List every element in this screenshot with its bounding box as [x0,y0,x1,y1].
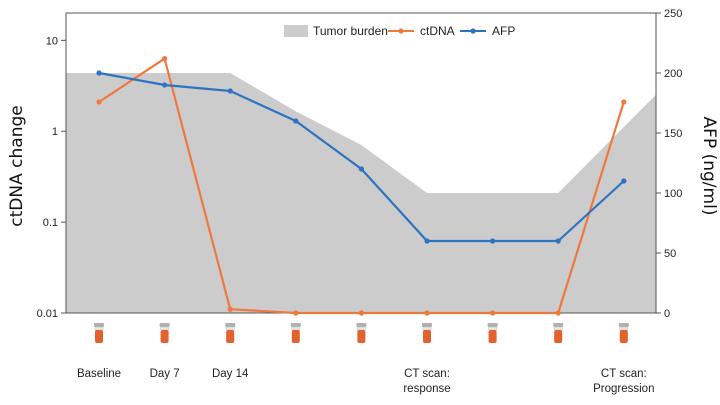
tube-neck [553,326,563,331]
sample-tube-icon [94,323,104,343]
legend-label-afp: AFP [492,24,515,38]
sample-tube-icon [225,323,236,343]
left-axis: 0.01 0.1 1 10 [37,35,66,320]
tube-body [554,330,563,343]
tube-cap [356,323,367,327]
tube-cap [290,323,301,327]
tumor-burden-area [66,73,656,313]
y-left-tick-label: 10 [46,35,58,47]
x-category-label: Day 14 [212,368,249,380]
tube-neck [488,326,497,331]
tube-cap [422,323,432,327]
ctdna-point [162,55,168,62]
tube-body [291,330,300,343]
afp-point [621,178,627,184]
ctdna-point [621,99,627,105]
legend: Tumor burden ctDNA AFP [284,24,515,38]
y-left-tick-label: 0.01 [37,308,58,320]
sample-tube-icon [356,323,367,343]
tube-body [160,330,169,343]
x-category-label: CT scan: [404,368,450,380]
tube-cap [487,323,498,327]
tube-body [226,330,235,343]
tube-neck [619,326,629,331]
y-axis-left-title: ctDNA change [7,105,27,226]
ctdna-point [490,310,496,316]
y-right-tick-label: 100 [664,188,682,200]
tube-body [95,330,103,343]
ctdna-point [358,310,364,316]
afp-point [293,118,299,124]
y-left-tick-label: 1 [52,126,58,138]
legend-swatch-tumor-burden [284,25,308,37]
afp-point [96,70,102,76]
legend-label-tumor-burden: Tumor burden [313,24,388,38]
x-category-label: Baseline [77,368,121,380]
ctdna-point [424,310,430,316]
tube-body [423,330,431,343]
y-right-tick-label: 50 [664,248,676,260]
tube-body [619,330,628,343]
tube-cap [159,323,170,327]
afp-point [358,166,364,172]
x-category-label: Progression [593,383,654,395]
legend-marker-ctdna [398,28,404,34]
tube-cap [553,323,564,327]
tube-body [488,330,497,343]
x-category-label: response [403,383,450,395]
y-right-tick-label: 200 [664,68,682,80]
x-category-label: Day 7 [150,368,180,380]
tube-cap [225,323,236,327]
legend-marker-afp [470,28,476,34]
tube-body [357,330,366,343]
sample-tube-icon [618,323,629,343]
ctdna-point [96,99,102,105]
legend-label-ctdna: ctDNA [420,24,455,38]
tumor-burden-area-layer [66,73,656,313]
afp-point [162,82,168,88]
tube-neck [225,326,235,331]
series-layer [96,55,627,316]
tube-neck [291,326,301,331]
right-axis: 0 50 100 150 200 250 [656,8,682,320]
afp-point [227,88,233,94]
afp-point [424,238,430,244]
sample-tube-icon [290,323,301,343]
y-right-tick-label: 0 [664,308,670,320]
tube-cap [94,323,104,327]
sample-tube-icon [159,323,170,343]
y-right-tick-label: 250 [664,8,682,20]
tube-neck [94,326,104,331]
sample-tubes [94,323,629,343]
afp-point [490,238,496,244]
tube-neck [357,326,366,331]
sample-tube-icon [553,323,564,343]
y-right-tick-label: 150 [664,128,682,140]
tube-neck [422,326,432,331]
afp-point [555,238,561,244]
tube-neck [160,326,169,331]
y-axis-right-title: AFP (ng/ml) [699,117,719,216]
x-category-label: CT scan: [601,368,647,380]
x-category-labels: Baseline Day 7 Day 14 CT scan: response CT sc… [77,368,655,395]
ctdna-point [293,310,299,316]
tube-cap [618,323,629,327]
sample-tube-icon [487,323,498,343]
y-left-tick-label: 0.1 [43,217,58,229]
ctdna-point [555,310,561,316]
ctdna-point [227,306,233,312]
sample-tube-icon [422,323,432,343]
